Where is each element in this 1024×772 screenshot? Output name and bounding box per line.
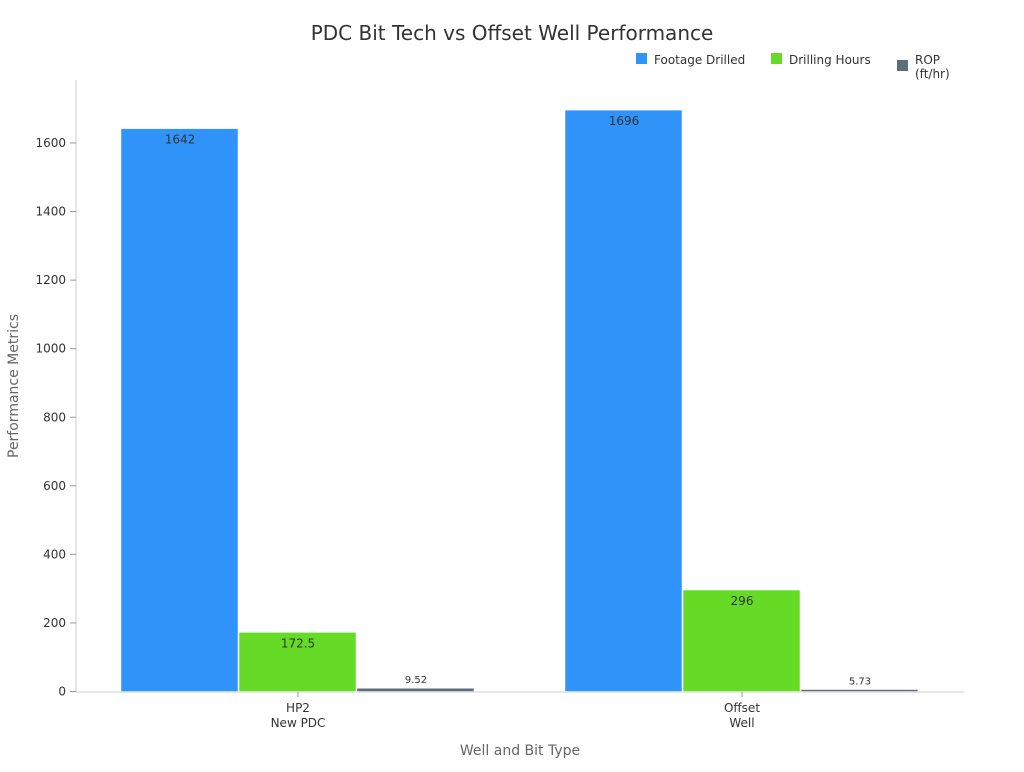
data-label: 9.52 — [405, 675, 427, 686]
y-tick-label: 400 — [43, 547, 66, 561]
bar — [238, 632, 357, 692]
data-label: 172.5 — [281, 636, 315, 650]
legend-swatch — [636, 53, 647, 64]
legend-label: (ft/hr) — [915, 67, 950, 81]
data-label: 1642 — [165, 133, 196, 147]
bar — [682, 589, 801, 692]
x-tick-label: Well — [729, 716, 754, 730]
x-tick-label: New PDC — [271, 716, 326, 730]
legend-label: ROP — [915, 53, 940, 67]
legend-swatch — [771, 53, 782, 64]
y-axis-label: Performance Metrics — [6, 314, 22, 458]
legend-swatch — [897, 60, 908, 71]
y-tick-label: 800 — [43, 410, 66, 424]
x-tick-label: Offset — [724, 701, 760, 715]
data-label: 5.73 — [849, 677, 871, 688]
y-tick-label: 600 — [43, 479, 66, 493]
data-label: 1696 — [609, 114, 640, 128]
y-tick-label: 0 — [58, 685, 66, 699]
bar — [356, 687, 475, 692]
x-axis-label: Well and Bit Type — [460, 743, 580, 759]
y-tick-label: 1200 — [35, 273, 66, 287]
y-tick-label: 1000 — [35, 342, 66, 356]
y-tick-label: 200 — [43, 616, 66, 630]
bar — [564, 109, 683, 692]
y-tick-label: 1600 — [35, 136, 66, 150]
bar — [800, 689, 919, 692]
bar — [120, 128, 239, 692]
chart-title: PDC Bit Tech vs Offset Well Performance — [311, 21, 714, 45]
y-tick-label: 1400 — [35, 205, 66, 219]
data-label: 296 — [731, 594, 754, 608]
x-tick-label: HP2 — [286, 701, 310, 715]
legend-label: Footage Drilled — [654, 53, 745, 67]
legend-label: Drilling Hours — [789, 53, 871, 67]
